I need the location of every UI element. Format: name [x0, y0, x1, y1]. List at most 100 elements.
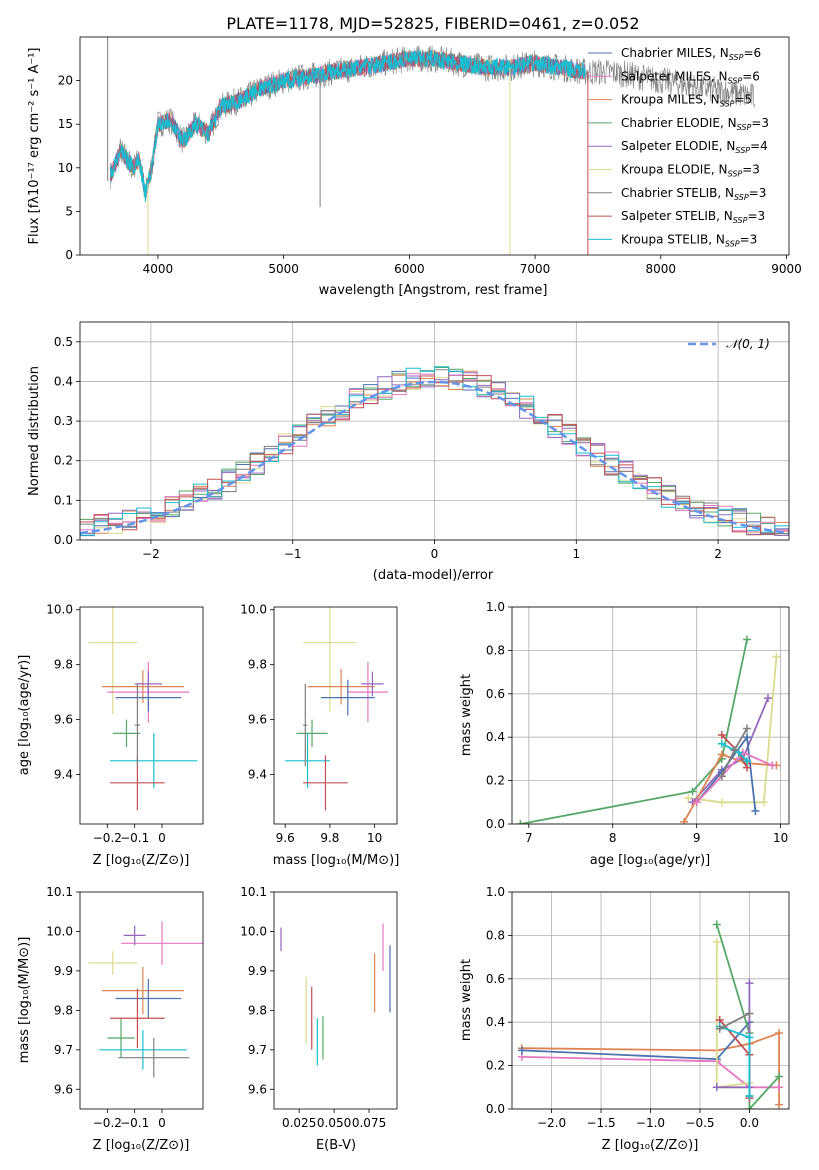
- massweight-series: [696, 734, 757, 812]
- residual-histogram: [80, 366, 789, 536]
- axes-frame: [511, 606, 790, 825]
- axes-frame: [79, 891, 204, 1110]
- massweight-series: [521, 1056, 780, 1089]
- x-tick-label: 0: [158, 1116, 166, 1130]
- y-tick-label: 1.0: [486, 600, 505, 614]
- y-tick-label: 0.2: [54, 454, 73, 468]
- x-tick-label: 0: [158, 831, 166, 845]
- x-tick-label: −0.2: [93, 831, 122, 845]
- x-tick-label: 9000: [771, 262, 802, 276]
- residuals-xlabel: (data-model)/error: [373, 568, 494, 583]
- plot-area: [517, 920, 784, 1109]
- legend-label-main: Kroupa STELIB, N: [621, 232, 725, 246]
- mass-vs-z-ylabel: mass [log₁₀(M/M⊙)]: [17, 937, 32, 1064]
- massweight-point: [717, 739, 726, 748]
- x-tick-label: 4000: [143, 262, 174, 276]
- mass-vs-ebv-panel: E(B-V) 0.025 0.050 0.075 9.6 9.7 9.8 9.9 10.0 10…: [240, 885, 398, 1153]
- legend-label-suffix: =3: [751, 116, 769, 130]
- legend-label-sub: SSP: [729, 53, 744, 62]
- massweight-point: [734, 748, 743, 757]
- y-tick-label: 0.1: [54, 493, 73, 507]
- massweight-series: [715, 924, 780, 1109]
- legend-label-main: Chabrier STELIB, N: [621, 186, 734, 200]
- legend-label-main: Kroupa MILES, N: [621, 93, 720, 107]
- plot-area: [280, 923, 391, 1066]
- x-tick-label: 5000: [268, 262, 299, 276]
- y-tick-label: 0.0: [54, 533, 73, 547]
- y-tick-label: 0.8: [486, 643, 505, 657]
- legend-label: Chabrier ELODIE, NSSP=3: [621, 116, 769, 132]
- legend-label-suffix: =4: [750, 139, 768, 153]
- legend-label-sub: SSP: [737, 123, 752, 132]
- legend-label-suffix: =3: [747, 209, 765, 223]
- x-tick-label: 10: [367, 831, 382, 845]
- plot-area: [285, 607, 389, 811]
- y-tick-label: 10.1: [240, 885, 267, 899]
- massweight-point: [516, 820, 525, 824]
- y-tick-label: 9.6: [248, 1082, 267, 1096]
- massweight-point: [717, 798, 726, 807]
- massweight-point: [730, 746, 739, 755]
- massweight-series: [683, 753, 777, 823]
- axes-frame: [79, 36, 790, 256]
- legend-label-suffix: =6: [742, 69, 760, 83]
- age-vs-mass-xlabel: mass [log₁₀(M/M⊙)]: [273, 853, 400, 868]
- x-tick-label: 1: [572, 547, 580, 561]
- y-tick-label: 9.7: [54, 1043, 73, 1057]
- x-tick-label: 10: [773, 831, 788, 845]
- y-tick-label: 1.0: [486, 885, 505, 899]
- y-tick-label: 10.1: [46, 885, 73, 899]
- axes-frame: [511, 891, 790, 1110]
- legend-label-sub: SSP: [733, 216, 748, 225]
- x-tick-label: −0.1: [120, 1116, 149, 1130]
- legend-label-sub: SSP: [725, 239, 740, 248]
- y-tick-label: 0.6: [486, 972, 505, 986]
- plot-area: [88, 921, 203, 1078]
- massweight-point: [684, 793, 693, 802]
- massweight-series: [688, 656, 778, 804]
- massweight-point: [745, 1105, 754, 1109]
- y-tick-label: 10.0: [46, 603, 73, 617]
- age-vs-z-panel: Z [log₁₀(Z/Z⊙)] age [log₁₀(age/yr)] −0.2…: [17, 603, 204, 868]
- legend-label-main: Chabrier ELODIE, N: [621, 116, 737, 130]
- x-tick-label: −1: [284, 547, 302, 561]
- massweight-series: [696, 751, 773, 803]
- legend-label-main: Salpeter STELIB, N: [621, 209, 733, 223]
- age-vs-mass-panel: mass [log₁₀(M/M⊙)] 9.6 9.8 10 9.4 9.6 9.8 10.0: [240, 603, 400, 868]
- massweight-vs-z-ylabel: mass weight: [459, 959, 474, 1041]
- massweight-point: [775, 1083, 784, 1092]
- y-tick-label: 9.8: [248, 1003, 267, 1017]
- mass-vs-z-xlabel: Z [log₁₀(Z/Z⊙)]: [93, 1138, 190, 1153]
- massweight-vs-age-xlabel: age [log₁₀(age/yr)]: [590, 853, 711, 868]
- massweight-point: [692, 798, 701, 807]
- y-tick-label: 9.8: [248, 658, 267, 672]
- massweight-point: [772, 652, 781, 661]
- y-tick-label: 9.6: [248, 713, 267, 727]
- x-tick-label: 9.6: [276, 831, 295, 845]
- legend-label-main: Kroupa ELODIE, N: [621, 163, 728, 177]
- age-vs-z-ylabel: age [log₁₀(age/yr)]: [17, 655, 32, 776]
- massweight-vs-age-ylabel: mass weight: [459, 674, 474, 756]
- y-tick-label: 15: [58, 117, 73, 131]
- y-tick-label: 0.4: [54, 374, 73, 388]
- x-tick-label: 0.075: [352, 1116, 386, 1130]
- x-tick-label: −0.2: [93, 1116, 122, 1130]
- x-tick-label: −1.5: [586, 1116, 615, 1130]
- y-tick-label: 10: [58, 161, 73, 175]
- massweight-series: [520, 639, 748, 824]
- y-tick-label: 0.2: [486, 1059, 505, 1073]
- massweight-point: [717, 731, 726, 740]
- y-tick-label: 9.8: [54, 658, 73, 672]
- legend-label-suffix: =3: [749, 186, 767, 200]
- x-tick-label: 0: [431, 547, 439, 561]
- x-tick-label: 9.8: [320, 831, 339, 845]
- legend-label-sub: SSP: [728, 76, 743, 85]
- massweight-point: [743, 635, 752, 644]
- spectrum-ylabel: Flux [fλ10⁻¹⁷ erg cm⁻² s⁻¹ A⁻¹]: [27, 48, 42, 245]
- massweight-point: [712, 920, 721, 929]
- massweight-vs-age-panel: age [log₁₀(age/yr)] mass weight 7 8 9 10 0.0…: [459, 600, 790, 868]
- massweight-point: [775, 1072, 784, 1081]
- y-tick-label: 0.2: [486, 774, 505, 788]
- residuals-ylabel: Normed distribution: [27, 366, 42, 496]
